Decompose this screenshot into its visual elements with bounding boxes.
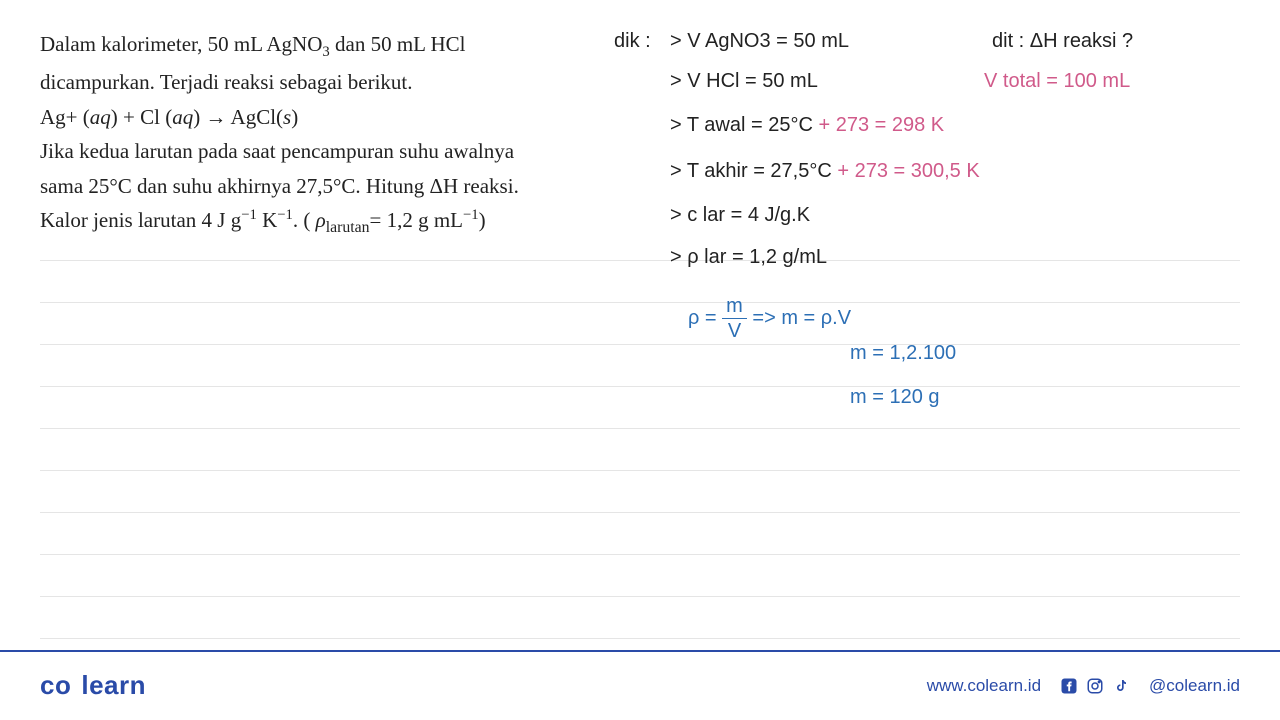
ruled-line	[40, 428, 1240, 470]
footer-right: www.colearn.id @colearn.id	[927, 676, 1240, 696]
note-t-akhir: > T akhir = 27,5°C + 273 = 300,5 K	[670, 158, 980, 184]
text-italic: s	[283, 105, 291, 129]
text: > T akhir = 27,5°C	[670, 160, 832, 182]
footer-url: www.colearn.id	[927, 676, 1041, 696]
numerator: m	[722, 296, 747, 319]
note-rho-formula: ρ = mV => m = ρ.V	[688, 296, 851, 341]
ruled-line	[40, 302, 1240, 344]
problem-line-1: Dalam kalorimeter, 50 mL AgNO3 dan 50 mL…	[40, 28, 600, 64]
footer-inner: colearn www.colearn.id @colearn.id	[0, 652, 1280, 701]
note-v-total: V total = 100 mL	[984, 68, 1130, 94]
text-italic: aq	[90, 105, 111, 129]
text: ) + Cl (	[111, 105, 172, 129]
note-v-hcl: > V HCl = 50 mL	[670, 68, 818, 94]
text-italic: aq	[172, 105, 193, 129]
facebook-icon	[1059, 676, 1079, 696]
tiktok-icon	[1111, 676, 1131, 696]
problem-text: Dalam kalorimeter, 50 mL AgNO3 dan 50 mL…	[40, 28, 600, 243]
problem-line-2: dicampurkan. Terjadi reaksi sebagai beri…	[40, 66, 600, 99]
note-m-calc: m = 1,2.100	[850, 340, 956, 366]
text: + 273 = 298 K	[813, 114, 944, 136]
text: = 1,2 g mL	[369, 208, 463, 232]
problem-line-4: Jika kedua larutan pada saat pencampuran…	[40, 135, 600, 168]
note-m-result: m = 120 g	[850, 384, 940, 410]
logo: colearn	[40, 670, 146, 701]
dit-label: dit : ΔH reaksi ?	[992, 28, 1133, 54]
superscript: −1	[241, 207, 257, 223]
ruled-line	[40, 260, 1240, 302]
ruled-line	[40, 512, 1240, 554]
note-c-lar: > c lar = 4 J/g.K	[670, 202, 810, 228]
text: )	[291, 105, 298, 129]
text: > T awal = 25°C	[670, 114, 813, 136]
ruled-line	[40, 386, 1240, 428]
note-v-agno3: > V AgNO3 = 50 mL	[670, 28, 849, 54]
text: )	[479, 208, 486, 232]
text: + 273 = 300,5 K	[832, 160, 980, 182]
text: => m = ρ.V	[747, 307, 851, 329]
text: Dalam kalorimeter, 50 mL AgNO	[40, 32, 322, 56]
text: dan 50 mL HCl	[330, 32, 466, 56]
superscript: −1	[277, 207, 293, 223]
ruled-line	[40, 596, 1240, 638]
subscript: 3	[322, 44, 329, 60]
text: . (	[293, 208, 316, 232]
note-rho-lar: > ρ lar = 1,2 g/mL	[670, 244, 827, 270]
footer: colearn www.colearn.id @colearn.id	[0, 650, 1280, 720]
logo-part-a: co	[40, 670, 71, 700]
problem-line-5: sama 25°C dan suhu akhirnya 27,5°C. Hitu…	[40, 170, 600, 203]
superscript: −1	[463, 207, 479, 223]
social-icons	[1059, 676, 1131, 696]
subscript: larutan	[326, 219, 370, 236]
footer-handle: @colearn.id	[1149, 676, 1240, 696]
text: Kalor jenis larutan 4 J g	[40, 208, 241, 232]
logo-part-b: learn	[81, 670, 146, 700]
ruled-lines	[40, 260, 1240, 680]
denominator: V	[722, 319, 747, 341]
note-t-awal: > T awal = 25°C + 273 = 298 K	[670, 112, 944, 138]
text: K	[257, 208, 277, 232]
text: Ag+ (	[40, 105, 90, 129]
text: ) → AgCl(	[193, 105, 283, 129]
ruled-line	[40, 344, 1240, 386]
problem-line-6: Kalor jenis larutan 4 J g−1 K−1. ( ρlaru…	[40, 204, 600, 241]
dik-label: dik :	[614, 28, 651, 54]
ruled-line	[40, 554, 1240, 596]
problem-equation: Ag+ (aq) + Cl (aq) → AgCl(s)	[40, 101, 600, 134]
text: ρ =	[688, 307, 722, 329]
ruled-line	[40, 470, 1240, 512]
instagram-icon	[1085, 676, 1105, 696]
fraction: mV	[722, 296, 747, 341]
text-italic: ρ	[316, 208, 326, 232]
content-area: Dalam kalorimeter, 50 mL AgNO3 dan 50 mL…	[0, 0, 1280, 640]
